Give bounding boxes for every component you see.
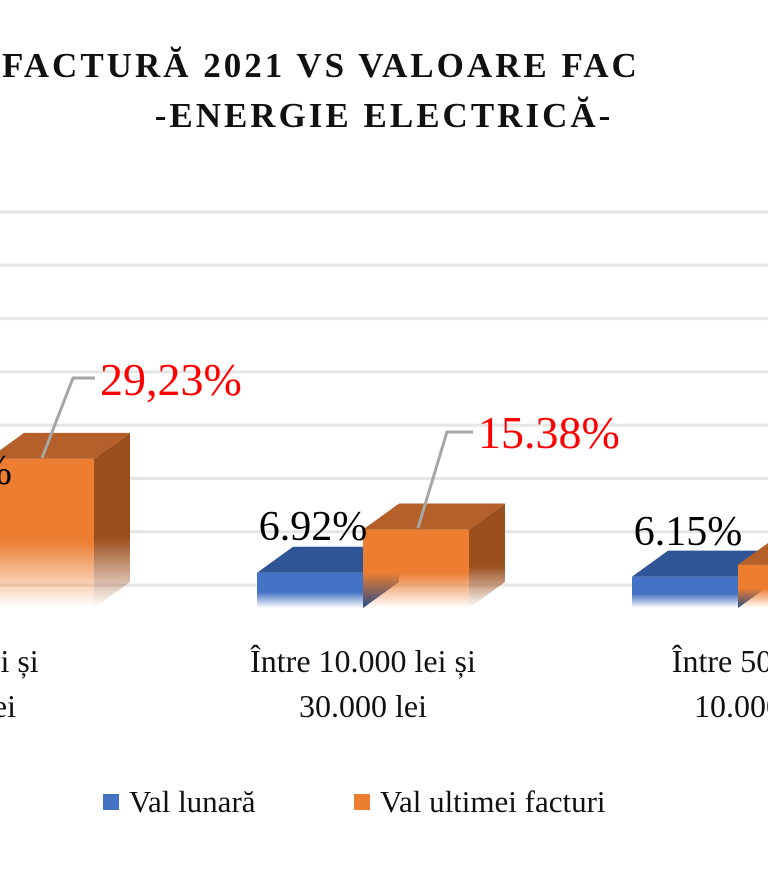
legend-item-val-lunara: Val lunară [103,784,256,820]
bar-val-ultimei-facturi [363,503,505,608]
legend-label: Val lunară [129,784,256,819]
category-label: 00 lei și [0,643,39,679]
bar-front [257,572,363,608]
bar-front [0,458,94,608]
legend-swatch-orange [354,794,370,810]
bar-top [363,503,505,530]
category-label: Între 10.000 lei și [250,643,476,679]
bar-top [738,542,768,565]
data-label-val-lunara: % [0,448,12,494]
bar-front [738,564,768,608]
category-label: 10.000 [694,688,768,724]
leader-line [40,376,95,459]
legend-swatch-blue [103,794,119,810]
category-label: 0 lei [0,688,16,724]
legend-label: Val ultimei facturi [380,784,606,819]
bar-side [94,432,130,608]
category-label: Între 5000 [672,643,768,679]
leader-line [416,430,473,529]
chart-title-line-1: FACTURĂ 2021 VS VALOARE FAC [2,46,640,85]
chart-title-line-2: -ENERGIE ELECTRICĂ- [154,96,614,135]
legend-item-val-ultimei-facturi: Val ultimei facturi [354,784,606,820]
data-label-val-ultimei-facturi: 29,23% [100,354,242,405]
bar-side [469,503,505,608]
bar-val-ultimei-facturi [738,542,768,608]
bar-val-ultimei-facturi [0,432,130,608]
bar-top [0,432,130,459]
bar-top [632,550,768,577]
data-label-val-lunara: 6.15% [634,509,743,555]
bar-front [632,576,738,608]
data-label-val-ultimei-facturi: 15.38% [478,407,620,458]
category-label: 30.000 lei [299,688,427,724]
data-label-val-lunara: 6.92% [259,504,368,550]
bar-front [363,529,469,608]
